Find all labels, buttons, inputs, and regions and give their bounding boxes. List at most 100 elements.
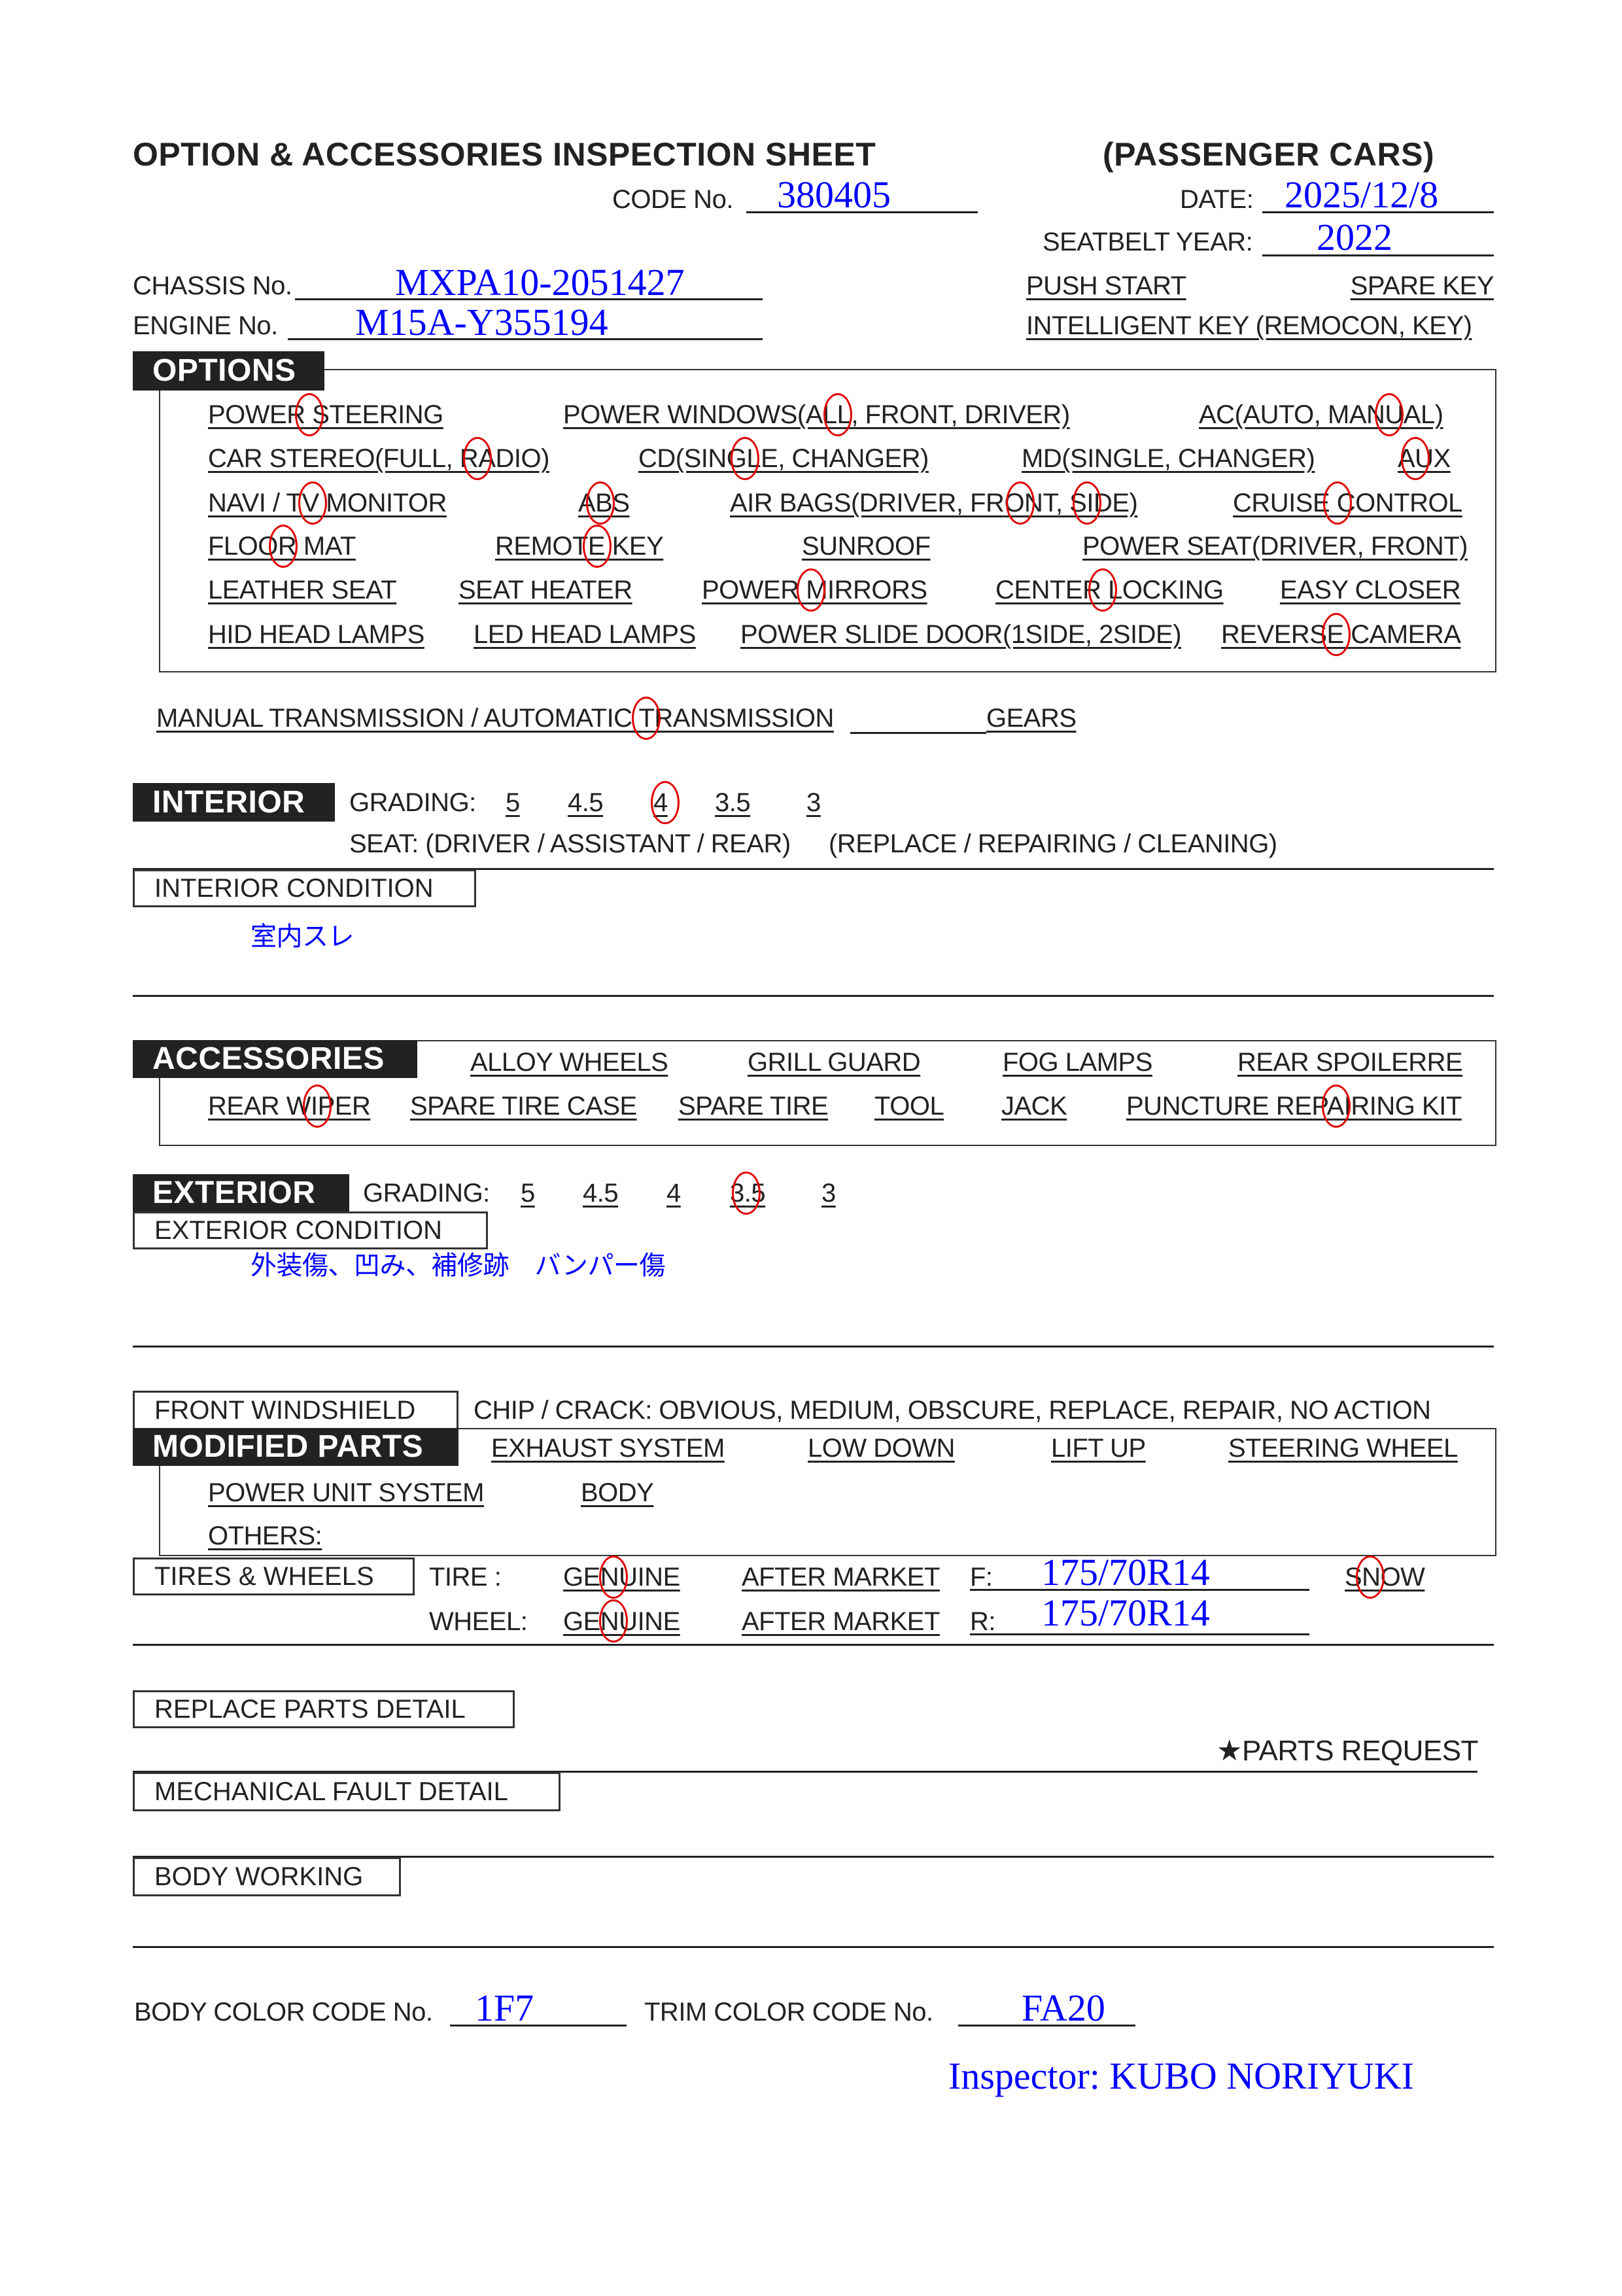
interior-grade-3[interactable]: 3 [806, 788, 821, 817]
accessory-puncture-repair-kit[interactable]: PUNCTURE REPAIRING KIT [1126, 1092, 1462, 1121]
modified-others[interactable]: OTHERS: [208, 1522, 322, 1550]
replace-parts-detail-label: REPLACE PARTS DETAIL [133, 1690, 515, 1728]
transmission-option[interactable]: MANUAL TRANSMISSION / AUTOMATIC TRANSMIS… [156, 704, 834, 733]
windshield-options: CHIP / CRACK: OBVIOUS, MEDIUM, OBSCURE, … [474, 1396, 1431, 1425]
accessory-rear-wiper[interactable]: REAR WIPER [208, 1092, 371, 1121]
engine-value[interactable]: M15A-Y355194 [355, 301, 608, 343]
option-leather-seat[interactable]: LEATHER SEAT [208, 576, 397, 604]
modified-lift-up[interactable]: LIFT UP [1051, 1434, 1146, 1463]
option-air-bags[interactable]: AIR BAGS(DRIVER, FRONT, SIDE) [730, 489, 1138, 517]
accessories-heading: ACCESSORIES [133, 1040, 417, 1078]
mark-circle-icon [583, 525, 612, 568]
exterior-grading-label: GRADING: [363, 1179, 490, 1208]
accessory-fog-lamps[interactable]: FOG LAMPS [1003, 1048, 1152, 1077]
category-label: (PASSENGER CARS) [1103, 136, 1435, 173]
seat-action-options: (REPLACE / REPAIRING / CLEANING) [829, 829, 1277, 858]
wheel-after-market-option[interactable]: AFTER MARKET [742, 1607, 940, 1636]
modified-low-down[interactable]: LOW DOWN [808, 1434, 955, 1463]
interior-condition-label: INTERIOR CONDITION [133, 869, 476, 907]
option-easy-closer[interactable]: EASY CLOSER [1280, 576, 1461, 604]
mark-circle-icon [1006, 481, 1035, 525]
option-navi-tv[interactable]: NAVI / TV MONITOR [208, 489, 447, 517]
accessory-tool[interactable]: TOOL [874, 1092, 944, 1121]
mark-circle-icon [632, 697, 661, 740]
front-tire-size[interactable]: 175/70R14 [1041, 1551, 1210, 1593]
accessories-frame [159, 1040, 1496, 1146]
trim-color-label: TRIM COLOR CODE No. [644, 1998, 933, 2026]
chassis-value[interactable]: MXPA10-2051427 [395, 261, 685, 304]
modified-steering-wheel[interactable]: STEERING WHEEL [1228, 1434, 1458, 1463]
trim-color-value[interactable]: FA20 [1022, 1987, 1105, 2029]
rear-tire-size[interactable]: 175/70R14 [1041, 1592, 1210, 1634]
mark-circle-icon [298, 481, 327, 525]
interior-grade-5[interactable]: 5 [506, 788, 520, 817]
gears-field[interactable]: GEARS [986, 704, 1077, 733]
chassis-label: CHASSIS No. [133, 271, 292, 300]
mark-circle-icon [1088, 568, 1117, 612]
seatbelt-label: SEATBELT YEAR: [1043, 228, 1253, 256]
option-seat-heater[interactable]: SEAT HEATER [458, 576, 632, 604]
mark-circle-icon [731, 437, 759, 480]
body-working-label: BODY WORKING [133, 1857, 401, 1896]
option-led-head-lamps[interactable]: LED HEAD LAMPS [474, 620, 696, 649]
mark-circle-icon [463, 437, 492, 480]
accessory-grill-guard[interactable]: GRILL GUARD [748, 1048, 921, 1077]
option-md[interactable]: MD(SINGLE, CHANGER) [1022, 444, 1315, 473]
divider [133, 1644, 1494, 1646]
exterior-grade-4-5[interactable]: 4.5 [583, 1179, 619, 1208]
engine-label: ENGINE No. [133, 311, 278, 340]
mark-circle-icon [295, 393, 324, 436]
mark-circle-icon [1356, 1556, 1385, 1599]
tire-after-market-option[interactable]: AFTER MARKET [742, 1563, 940, 1592]
code-value[interactable]: 380405 [777, 173, 891, 216]
interior-grade-3-5[interactable]: 3.5 [715, 788, 751, 817]
option-sunroof[interactable]: SUNROOF [802, 532, 931, 561]
rear-tire-underline [970, 1633, 1309, 1635]
modified-power-unit-system[interactable]: POWER UNIT SYSTEM [208, 1478, 484, 1507]
mark-circle-icon [599, 1556, 628, 1599]
intelligent-key-option[interactable]: INTELLIGENT KEY (REMOCON, KEY) [1026, 311, 1472, 340]
mark-circle-icon [1401, 437, 1430, 480]
accessory-jack[interactable]: JACK [1001, 1092, 1067, 1121]
date-value[interactable]: 2025/12/8 [1285, 173, 1439, 216]
exterior-grade-4[interactable]: 4 [666, 1179, 681, 1208]
seatbelt-value[interactable]: 2022 [1317, 216, 1392, 258]
date-label: DATE: [1180, 185, 1254, 214]
divider [133, 1771, 1477, 1773]
divider [133, 1856, 1494, 1858]
front-windshield-label: FRONT WINDSHIELD [133, 1391, 458, 1430]
accessory-alloy-wheels[interactable]: ALLOY WHEELS [470, 1048, 668, 1077]
option-power-seat[interactable]: POWER SEAT(DRIVER, FRONT) [1082, 532, 1468, 561]
accessory-rear-spoiler[interactable]: REAR SPOILERRE [1237, 1048, 1463, 1077]
exterior-grade-3[interactable]: 3 [821, 1179, 836, 1208]
option-power-steering[interactable]: POWER STEERING [208, 400, 443, 429]
mark-circle-icon [1375, 393, 1404, 436]
modified-body[interactable]: BODY [581, 1478, 654, 1507]
modified-exhaust-system[interactable]: EXHAUST SYSTEM [491, 1434, 725, 1463]
exterior-condition-note[interactable]: 外装傷、凹み、補修跡 バンパー傷 [250, 1251, 666, 1281]
option-power-windows[interactable]: POWER WINDOWS(ALL, FRONT, DRIVER) [563, 400, 1070, 429]
interior-condition-note[interactable]: 室内スレ [250, 922, 354, 952]
body-color-value[interactable]: 1F7 [475, 1987, 534, 2029]
exterior-heading: EXTERIOR [133, 1174, 349, 1211]
accessory-spare-tire[interactable]: SPARE TIRE [678, 1092, 829, 1121]
chassis-underline [295, 298, 763, 300]
interior-heading: INTERIOR [133, 783, 335, 822]
option-ac[interactable]: AC(AUTO, MANUAL) [1199, 400, 1443, 429]
divider [133, 1346, 1494, 1348]
interior-grade-4-5[interactable]: 4.5 [568, 788, 604, 817]
exterior-condition-label: EXTERIOR CONDITION [133, 1211, 488, 1249]
spare-key-option[interactable]: SPARE KEY [1350, 271, 1494, 300]
exterior-grade-5[interactable]: 5 [521, 1179, 535, 1208]
option-car-stereo[interactable]: CAR STEREO(FULL, RADIO) [208, 444, 549, 473]
seat-position-options: SEAT: (DRIVER / ASSISTANT / REAR) [349, 829, 791, 858]
transmission-underline [850, 732, 986, 734]
option-remote-key[interactable]: REMOTE KEY [495, 532, 664, 561]
push-start-option[interactable]: PUSH START [1026, 271, 1186, 300]
option-hid-head-lamps[interactable]: HID HEAD LAMPS [208, 620, 424, 649]
divider [133, 868, 1494, 870]
option-power-slide-door[interactable]: POWER SLIDE DOOR(1SIDE, 2SIDE) [740, 620, 1182, 649]
mechanical-fault-detail-label: MECHANICAL FAULT DETAIL [133, 1772, 561, 1811]
option-cd[interactable]: CD(SINGLE, CHANGER) [638, 444, 929, 473]
accessory-spare-tire-case[interactable]: SPARE TIRE CASE [410, 1092, 637, 1121]
